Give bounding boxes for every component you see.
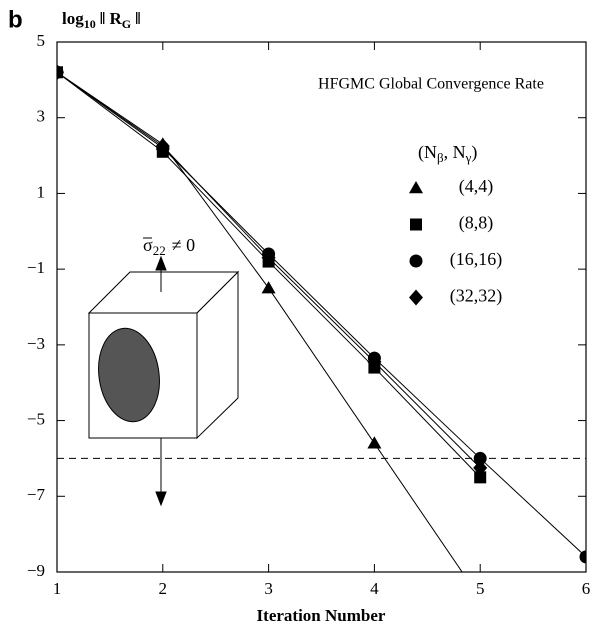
x-tick-label: 5: [476, 579, 485, 598]
y-tick-label: 1: [37, 182, 46, 201]
marker: [473, 451, 487, 465]
marker: [474, 471, 487, 484]
legend-marker: [409, 254, 423, 268]
subtitle: HFGMC Global Convergence Rate: [318, 76, 544, 93]
plot-frame: [56, 41, 587, 573]
legend-label: (8,8): [459, 213, 494, 234]
ylabel-part: G: [122, 17, 131, 31]
series-line: [57, 71, 586, 558]
marker: [367, 353, 382, 370]
y-axis-label: log10 ‖ RG ‖: [62, 9, 141, 31]
legend-title-part: γ: [465, 150, 472, 165]
legend-marker: [409, 289, 423, 306]
y-tick-label: 5: [37, 31, 46, 50]
plot-area: [57, 64, 586, 572]
marker: [261, 281, 276, 294]
x-tick-label: 4: [370, 579, 379, 598]
legend-title: (Nβ, Nγ): [418, 142, 477, 165]
cube-illustration: [87, 255, 240, 507]
marker: [261, 249, 276, 266]
x-axis-label: Iteration Number: [257, 606, 386, 625]
ylabel-part: ‖: [135, 9, 141, 28]
annotation: σ22 ≠ 0: [143, 235, 195, 258]
annotation-part: σ: [143, 235, 153, 255]
y-tick-label: −7: [27, 485, 46, 504]
legend-title-part: β: [437, 150, 444, 165]
marker: [579, 550, 586, 564]
x-tick-label: 1: [53, 579, 62, 598]
legend-label: (32,32): [450, 286, 503, 307]
legend-label: (16,16): [450, 249, 503, 270]
x-tick-label: 2: [159, 579, 168, 598]
marker: [367, 436, 382, 449]
y-tick-label: −1: [27, 258, 45, 277]
y-tick-label: −9: [27, 561, 45, 580]
legend-title-part: (N: [418, 142, 437, 163]
x-tick-label: 6: [582, 579, 591, 598]
annotation-part: ≠ 0: [172, 235, 195, 255]
marker: [155, 138, 170, 155]
legend-marker: [410, 218, 422, 231]
y-tick-label: 3: [37, 107, 46, 126]
ylabel-part: 10: [84, 17, 96, 31]
x-tick-label: 3: [264, 579, 273, 598]
ylabel-part: ‖ R: [100, 9, 123, 28]
legend-title-part: ): [471, 142, 477, 163]
legend-marker: [409, 181, 423, 194]
annotation-part: 22: [153, 243, 166, 258]
y-tick-label: −5: [27, 409, 45, 428]
legend-title-part: , N: [444, 142, 466, 162]
panel-label: b: [8, 6, 23, 33]
y-tick-label: −3: [27, 334, 45, 353]
marker: [57, 64, 64, 81]
marker: [473, 459, 488, 476]
ylabel-part: log: [62, 9, 84, 28]
legend-label: (4,4): [459, 176, 494, 197]
